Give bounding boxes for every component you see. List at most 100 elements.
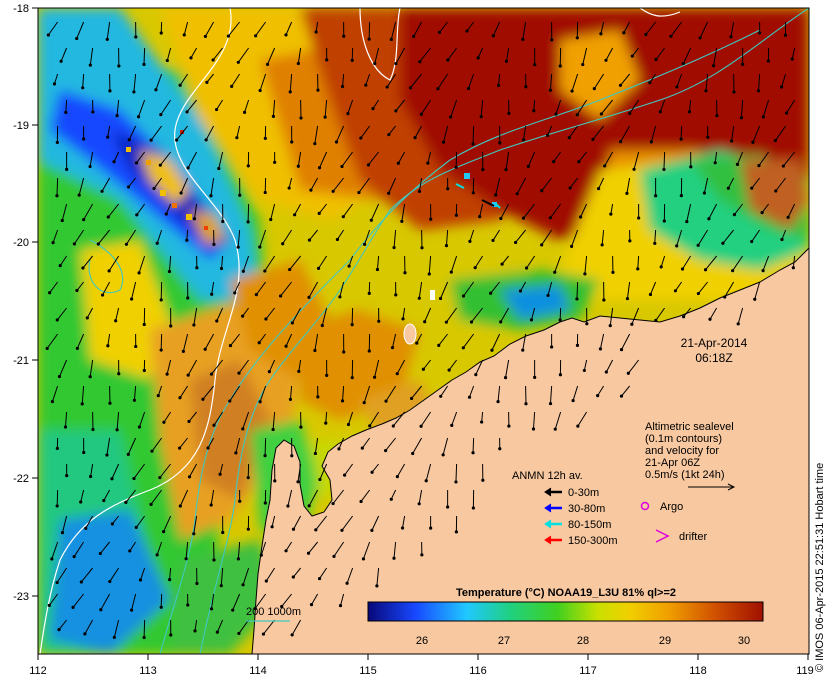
velocity-arrow: [396, 359, 406, 374]
sealevel-note-line: 0.5m/s (1kt 24h): [645, 469, 724, 481]
velocity-arrow: [371, 463, 380, 473]
velocity-arrow-head: [387, 191, 391, 195]
velocity-arrow-head: [761, 268, 765, 273]
velocity-arrow: [128, 125, 137, 140]
velocity-arrow-head: [780, 237, 784, 242]
velocity-arrow: [112, 515, 120, 525]
velocity-arrow: [466, 21, 475, 32]
velocity-arrow: [187, 151, 198, 169]
velocity-arrow: [285, 21, 293, 36]
velocity-arrow-head: [500, 262, 504, 266]
velocity-arrow: [280, 281, 293, 297]
velocity-arrow-head: [753, 297, 757, 301]
velocity-arrow: [660, 255, 666, 268]
velocity-arrow: [752, 125, 761, 143]
velocity-arrow: [365, 73, 371, 86]
velocity-arrow: [60, 47, 68, 62]
velocity-arrow-head: [628, 239, 632, 243]
velocity-arrow: [781, 73, 787, 88]
colorbar-tick: 30: [738, 635, 750, 647]
velocity-arrow-head: [288, 267, 292, 272]
velocity-arrow-head: [154, 88, 158, 92]
velocity-arrow-head: [314, 528, 318, 532]
velocity-arrow: [56, 567, 68, 583]
island: [403, 323, 417, 345]
velocity-arrow: [206, 73, 215, 83]
velocity-arrow-head: [313, 348, 317, 353]
velocity-arrow-head: [169, 324, 173, 328]
velocity-arrow-head: [296, 61, 300, 66]
velocity-arrow-head: [498, 447, 502, 451]
velocity-arrow-head: [420, 246, 424, 250]
velocity-arrow: [703, 177, 709, 194]
sealevel-note-line: (0.1m contours): [645, 433, 722, 445]
velocity-arrow: [288, 177, 293, 189]
velocity-arrow: [495, 177, 501, 196]
velocity-arrow: [73, 229, 85, 245]
velocity-arrow: [297, 47, 302, 64]
velocity-arrow-head: [126, 452, 130, 456]
velocity-arrow-head: [325, 373, 329, 377]
velocity-arrow: [713, 47, 718, 66]
velocity-arrow: [78, 177, 85, 196]
velocity-arrow-head: [546, 293, 550, 298]
velocity-arrow-head: [193, 629, 197, 633]
velocity-arrow-head: [114, 319, 118, 323]
velocity-arrow-head: [685, 219, 689, 224]
velocity-arrow-head: [185, 238, 189, 242]
velocity-arrow-head: [513, 240, 518, 245]
velocity-arrow: [670, 21, 683, 37]
velocity-arrow: [342, 203, 354, 217]
velocity-arrow-head: [702, 191, 706, 195]
velocity-arrow: [402, 515, 406, 529]
velocity-arrow: [186, 229, 189, 241]
velocity-arrow: [505, 359, 510, 378]
velocity-arrow-head: [82, 137, 86, 141]
velocity-arrow-head: [385, 85, 389, 89]
velocity-arrow-head: [192, 217, 197, 221]
velocity-arrow: [392, 333, 397, 348]
velocity-arrow: [150, 489, 163, 505]
velocity-arrow-head: [263, 136, 267, 140]
velocity-arrow: [204, 333, 215, 350]
velocity-arrow-head: [413, 136, 417, 140]
velocity-arrow: [645, 21, 657, 35]
velocity-arrow: [604, 151, 614, 167]
velocity-arrow-head: [429, 526, 433, 530]
velocity-arrow: [61, 203, 68, 221]
velocity-arrow-head: [357, 190, 361, 195]
velocity-arrow-head: [783, 33, 788, 37]
velocity-arrow: [80, 489, 85, 503]
velocity-arrow-head: [446, 58, 450, 62]
velocity-arrow: [59, 359, 68, 377]
velocity-arrow: [264, 437, 267, 456]
velocity-arrow: [131, 281, 137, 300]
velocity-arrow-head: [237, 631, 241, 636]
velocity-arrow-head: [63, 425, 68, 429]
velocity-arrow-head: [81, 86, 85, 90]
velocity-arrow-head: [644, 32, 648, 37]
velocity-arrow-head: [599, 32, 603, 36]
velocity-arrow: [393, 541, 397, 559]
velocity-arrow-head: [316, 266, 321, 270]
velocity-arrow-head: [438, 296, 443, 301]
lon-tick: 113: [139, 665, 157, 677]
velocity-arrow: [166, 359, 172, 375]
velocity-arrow-head: [246, 527, 250, 531]
velocity-arrow-head: [531, 427, 536, 431]
velocity-arrow: [471, 307, 484, 323]
velocity-arrow: [732, 255, 744, 271]
velocity-arrow: [176, 125, 189, 141]
velocity-arrow: [443, 125, 449, 143]
velocity-arrow: [194, 619, 198, 631]
velocity-arrow: [649, 73, 657, 83]
velocity-arrow-head: [165, 58, 169, 63]
velocity-arrow-head: [400, 526, 405, 530]
sealevel-note: Altimetric sealevel (0.1m contours) and …: [645, 421, 736, 491]
velocity-arrow: [97, 229, 111, 245]
colorbar-tick: 28: [577, 635, 589, 647]
velocity-arrow: [413, 21, 423, 37]
velocity-arrow: [212, 47, 224, 61]
velocity-arrow-head: [117, 372, 121, 376]
velocity-arrow: [371, 515, 380, 531]
